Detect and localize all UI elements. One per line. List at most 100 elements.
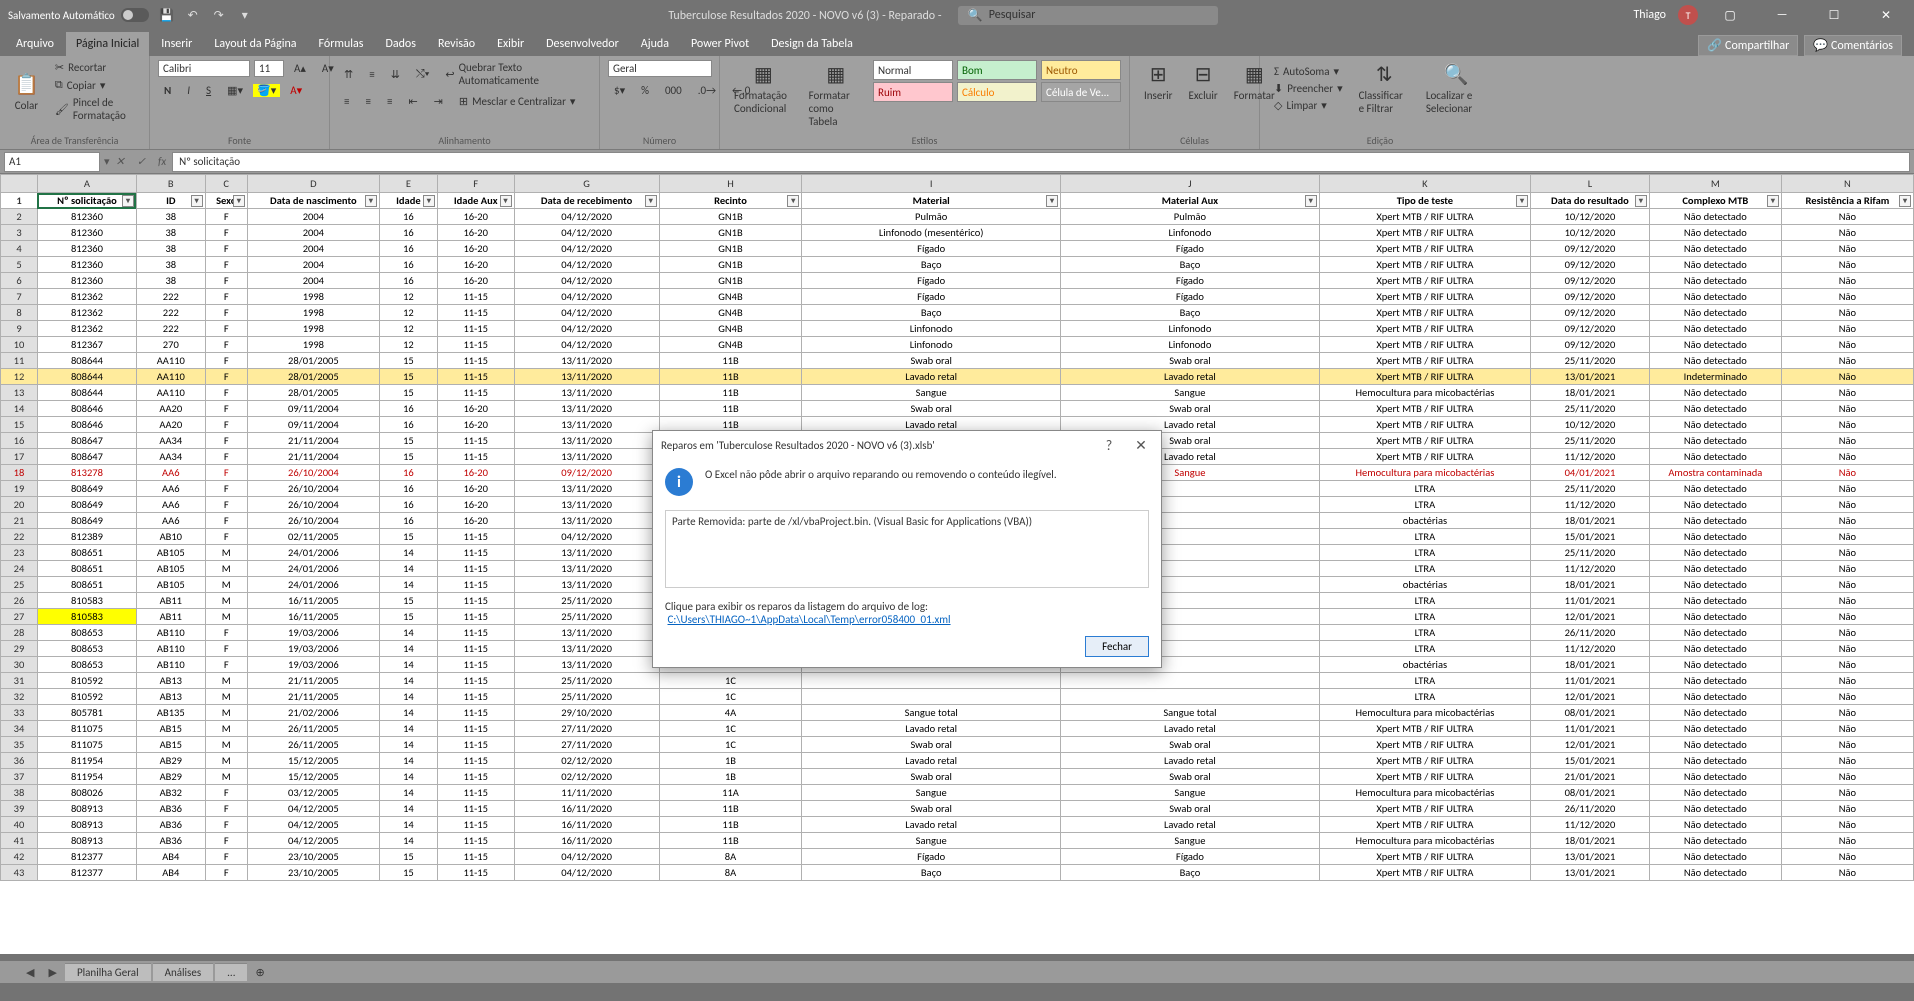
cell[interactable]: 16/11/2005 <box>247 609 379 625</box>
cell[interactable]: 13/11/2020 <box>514 561 659 577</box>
cell[interactable]: Linfonodo <box>802 321 1061 337</box>
cell[interactable]: Xpert MTB / RIF ULTRA <box>1319 817 1530 833</box>
cell[interactable]: 805781 <box>37 705 136 721</box>
row-header[interactable]: 42 <box>1 849 38 865</box>
cell[interactable]: AB135 <box>136 705 205 721</box>
cell[interactable]: 812367 <box>37 337 136 353</box>
format-painter-button[interactable]: 🖌 Pincel de Formatação <box>49 95 141 123</box>
cell[interactable]: 12 <box>379 305 437 321</box>
cell[interactable]: Não <box>1781 433 1913 449</box>
cell[interactable]: Pulmão <box>1061 209 1320 225</box>
cell[interactable]: Não detectado <box>1649 737 1781 753</box>
cell[interactable]: AB36 <box>136 817 205 833</box>
cell[interactable] <box>1061 689 1320 705</box>
cell[interactable]: 09/12/2020 <box>1531 241 1650 257</box>
cell[interactable]: 1998 <box>247 289 379 305</box>
column-header[interactable]: J <box>1061 175 1320 193</box>
cell[interactable]: 16 <box>379 257 437 273</box>
cell[interactable]: 15 <box>379 433 437 449</box>
cell[interactable]: 11/01/2021 <box>1531 673 1650 689</box>
cell[interactable]: F <box>205 289 247 305</box>
cell[interactable]: 11-15 <box>437 369 514 385</box>
fill-button[interactable]: ⬇ Preencher ▾ <box>1268 81 1349 96</box>
cell[interactable]: 25/11/2020 <box>1531 545 1650 561</box>
cell[interactable]: Linfonodo (mesentérico) <box>802 225 1061 241</box>
cell[interactable]: 222 <box>136 305 205 321</box>
cell[interactable]: 11-15 <box>437 737 514 753</box>
cell[interactable]: AB10 <box>136 529 205 545</box>
filter-dropdown-icon[interactable]: ▾ <box>122 195 134 207</box>
cell[interactable]: Não detectado <box>1649 641 1781 657</box>
cell[interactable]: Não <box>1781 497 1913 513</box>
cell[interactable]: 14 <box>379 577 437 593</box>
cell[interactable]: GN1B <box>659 225 802 241</box>
row-header[interactable]: 26 <box>1 593 38 609</box>
table-column-header[interactable]: ID▾ <box>136 193 205 209</box>
cell[interactable]: Xpert MTB / RIF ULTRA <box>1319 433 1530 449</box>
cell[interactable]: F <box>205 385 247 401</box>
cell[interactable]: 21/11/2005 <box>247 689 379 705</box>
cell[interactable]: 21/11/2005 <box>247 673 379 689</box>
cell[interactable]: F <box>205 625 247 641</box>
cell[interactable]: Lavado retal <box>1061 753 1320 769</box>
cell[interactable]: 11-15 <box>437 721 514 737</box>
cell[interactable]: 13/11/2020 <box>514 353 659 369</box>
cell[interactable]: 04/12/2020 <box>514 241 659 257</box>
row-header[interactable]: 20 <box>1 497 38 513</box>
cell[interactable]: AB105 <box>136 577 205 593</box>
cell[interactable]: Pulmão <box>802 209 1061 225</box>
cell[interactable]: 18/01/2021 <box>1531 657 1650 673</box>
column-header[interactable]: F <box>437 175 514 193</box>
cell[interactable]: 14 <box>379 705 437 721</box>
cell[interactable]: Não <box>1781 241 1913 257</box>
cell[interactable]: Não <box>1781 577 1913 593</box>
cell[interactable]: 11-15 <box>437 529 514 545</box>
cell[interactable]: 14 <box>379 817 437 833</box>
copy-button[interactable]: ⧉ Copiar ▾ <box>49 77 141 93</box>
cell[interactable]: Sangue <box>802 785 1061 801</box>
row-header[interactable]: 25 <box>1 577 38 593</box>
cell[interactable]: F <box>205 273 247 289</box>
cell[interactable]: Sangue <box>802 385 1061 401</box>
cell[interactable]: Sangue <box>1061 785 1320 801</box>
row-header[interactable]: 27 <box>1 609 38 625</box>
cell[interactable]: 13/11/2020 <box>514 401 659 417</box>
cell[interactable]: Não detectado <box>1649 401 1781 417</box>
table-column-header[interactable]: Material▾ <box>802 193 1061 209</box>
cell[interactable]: F <box>205 417 247 433</box>
cell[interactable]: 11B <box>659 369 802 385</box>
cell[interactable]: 16-20 <box>437 225 514 241</box>
cell[interactable]: 16/11/2020 <box>514 817 659 833</box>
filter-dropdown-icon[interactable]: ▾ <box>191 195 203 207</box>
cell[interactable]: M <box>205 673 247 689</box>
dialog-log-link[interactable]: C:\Users\THIAGO~1\AppData\Local\Temp\err… <box>668 613 951 626</box>
cell[interactable]: 11-15 <box>437 321 514 337</box>
cell[interactable]: 13/11/2020 <box>514 449 659 465</box>
cell[interactable]: 11-15 <box>437 609 514 625</box>
font-color-button[interactable]: A▾ <box>284 83 308 98</box>
cell[interactable]: AB13 <box>136 673 205 689</box>
dialog-close-button[interactable]: Fechar <box>1085 636 1149 657</box>
cell[interactable]: Não <box>1781 401 1913 417</box>
paste-button[interactable]: 📋Colar <box>8 70 45 114</box>
cell[interactable]: 09/12/2020 <box>1531 257 1650 273</box>
cell[interactable]: 14 <box>379 801 437 817</box>
align-bottom-icon[interactable]: ⇊ <box>385 67 406 82</box>
cell[interactable]: Xpert MTB / RIF ULTRA <box>1319 865 1530 881</box>
cut-button[interactable]: ✂ Recortar <box>49 60 141 75</box>
cell[interactable]: Não <box>1781 369 1913 385</box>
cell[interactable]: M <box>205 737 247 753</box>
cell[interactable]: Sangue <box>802 833 1061 849</box>
cell[interactable]: Lavado retal <box>1061 369 1320 385</box>
cell[interactable]: 38 <box>136 273 205 289</box>
cell[interactable]: GN1B <box>659 241 802 257</box>
cell[interactable]: AA34 <box>136 433 205 449</box>
cell[interactable]: obactérias <box>1319 577 1530 593</box>
cell[interactable]: 1998 <box>247 321 379 337</box>
cell[interactable]: Não <box>1781 353 1913 369</box>
cell[interactable]: 808653 <box>37 625 136 641</box>
cell[interactable]: Fígado <box>802 289 1061 305</box>
cell[interactable]: 808649 <box>37 481 136 497</box>
cell[interactable]: AB11 <box>136 593 205 609</box>
cell[interactable]: Não <box>1781 721 1913 737</box>
